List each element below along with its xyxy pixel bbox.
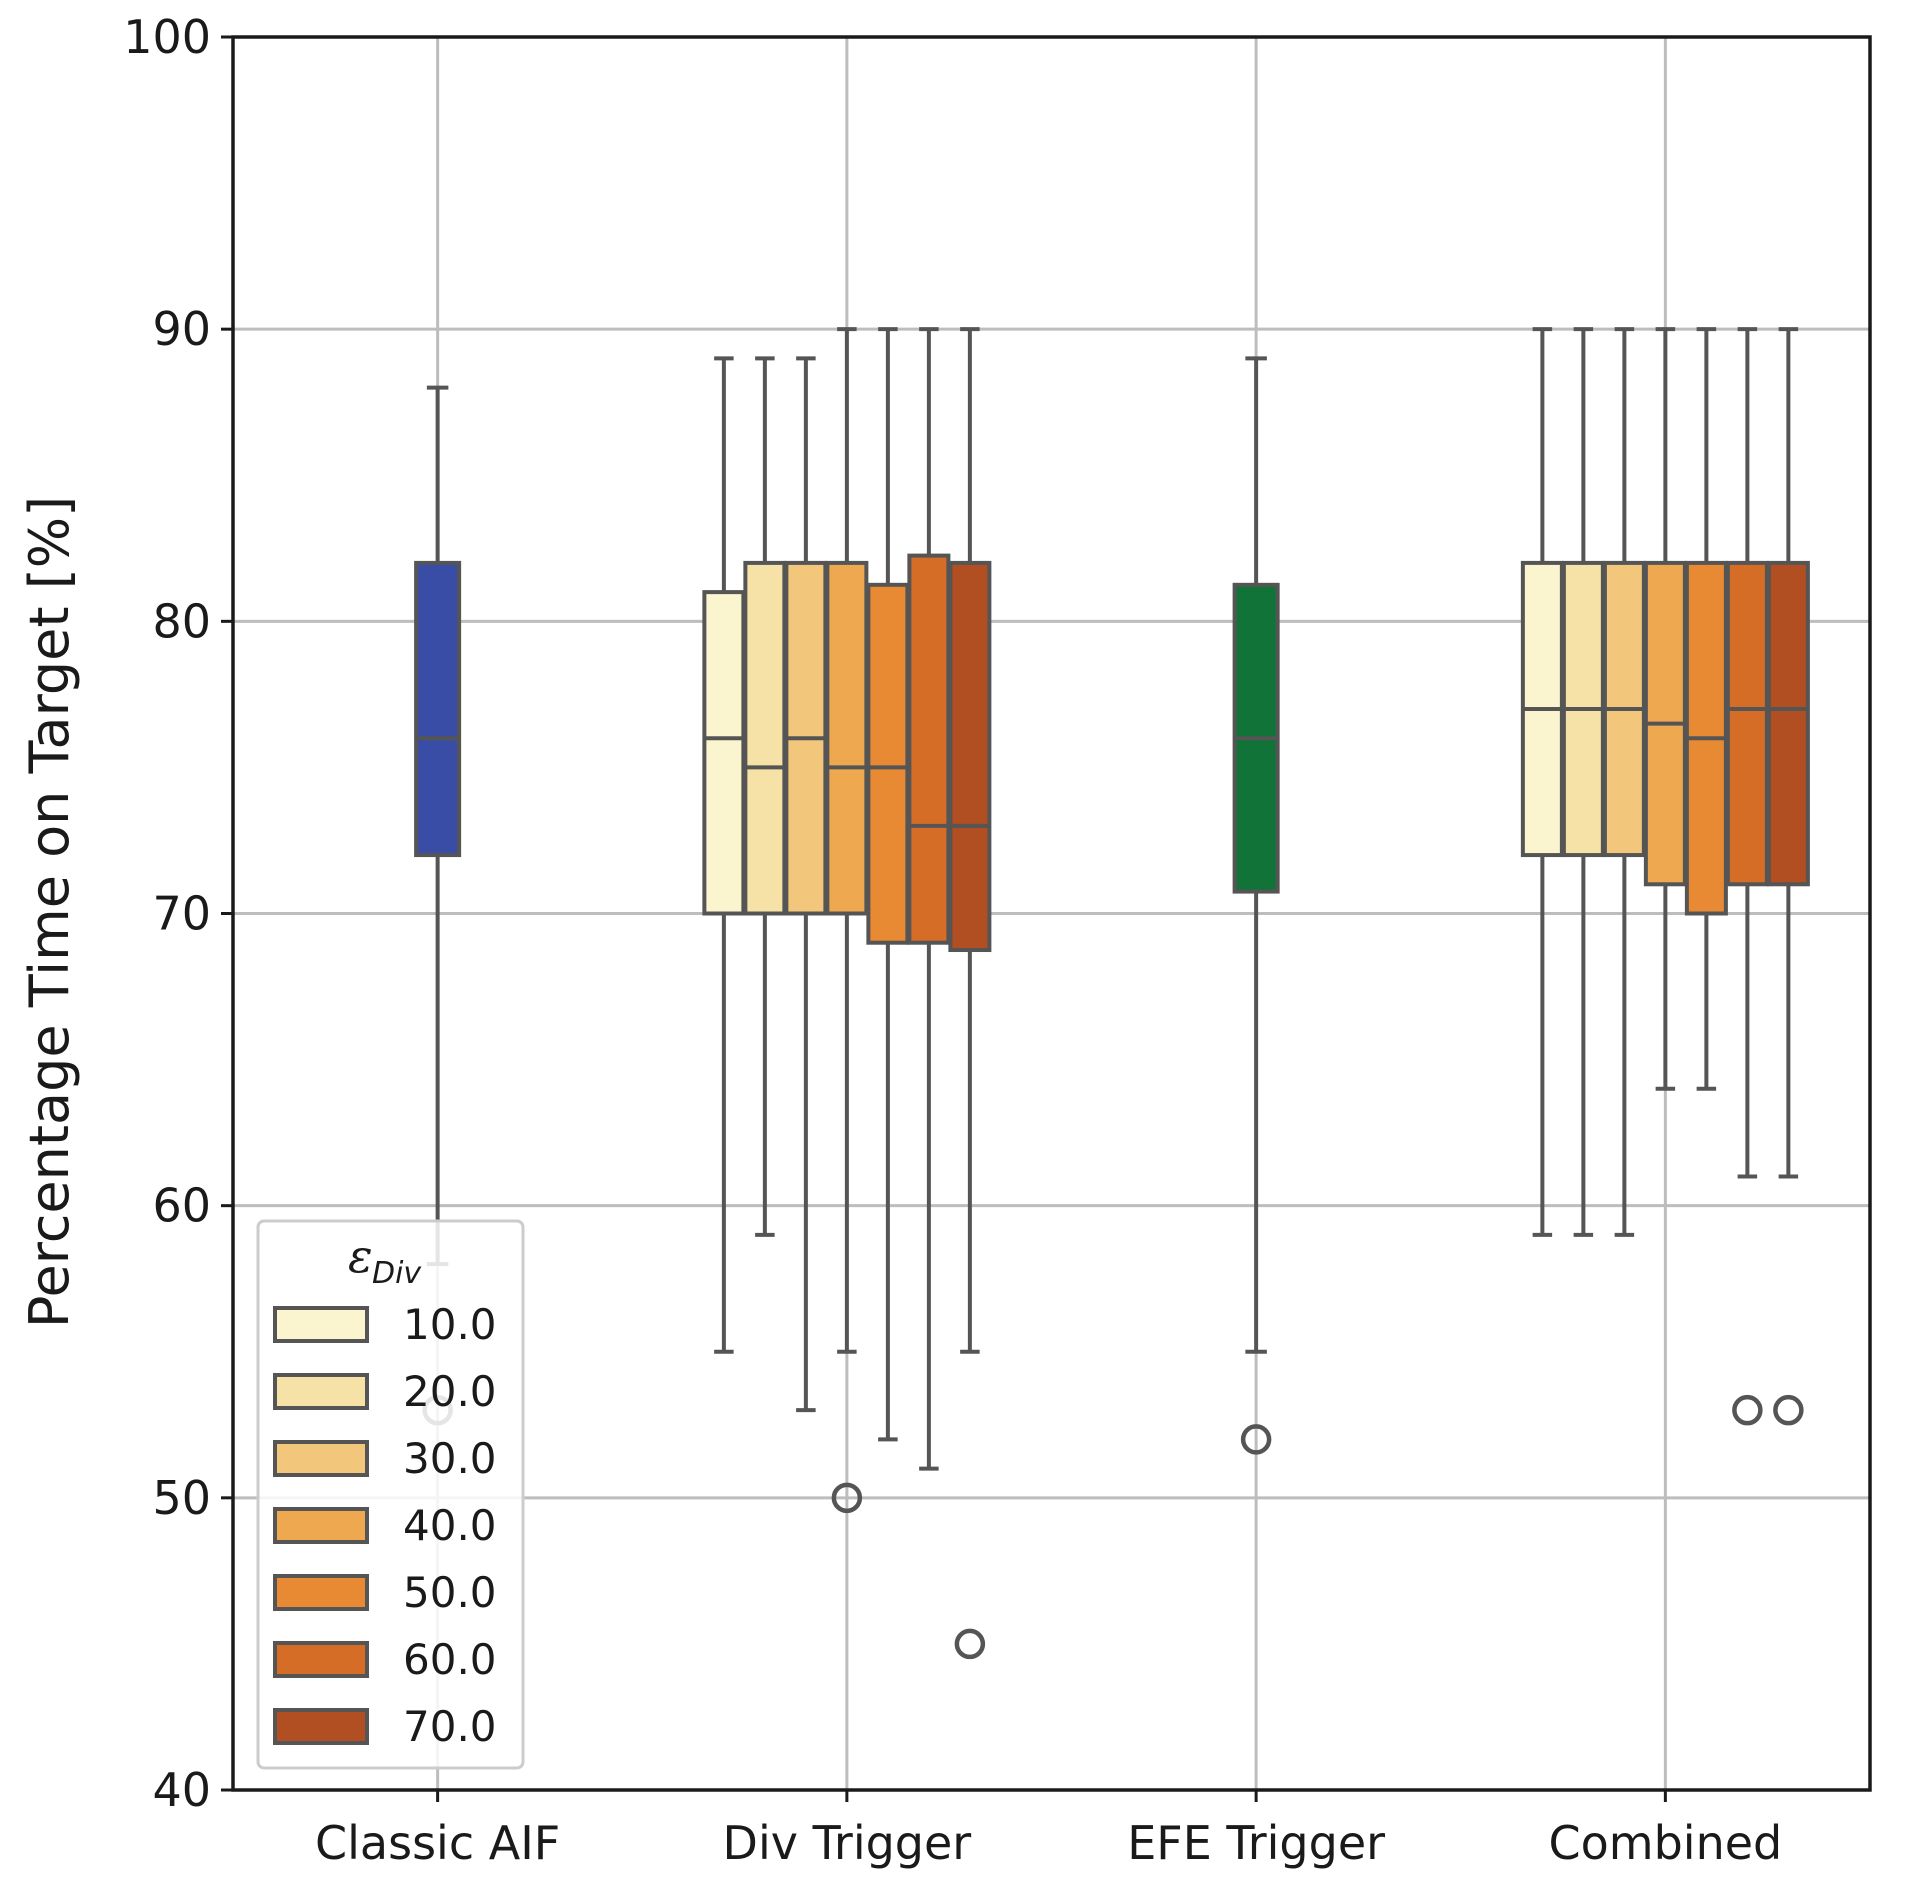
box [1766, 560, 1810, 887]
outlier-point [954, 1628, 986, 1660]
box [1725, 560, 1769, 887]
box [743, 560, 787, 916]
outlier-point [831, 1482, 863, 1514]
legend-frame [256, 1219, 525, 1770]
y-tick-label: 70 [152, 887, 211, 941]
legend-label: 10.0 [403, 1300, 497, 1349]
legend-swatch [273, 1574, 369, 1611]
legend-label: 30.0 [403, 1434, 497, 1483]
box [414, 560, 462, 858]
box [907, 553, 951, 945]
legend-title-subscript: Div [372, 1256, 422, 1291]
legend-swatch [273, 1708, 369, 1745]
box [866, 582, 910, 945]
x-tick-label: Div Trigger [723, 1816, 972, 1870]
y-axis-title: Percentage Time on Target [%] [18, 496, 81, 1328]
box [702, 590, 746, 916]
x-tick-label: EFE Trigger [1127, 1816, 1385, 1870]
box [825, 560, 869, 916]
legend-label: 60.0 [403, 1635, 497, 1684]
x-tick-label: Classic AIF [315, 1816, 560, 1870]
legend-swatch [273, 1306, 369, 1343]
outlier-point [1773, 1394, 1804, 1426]
outlier-point [1732, 1394, 1763, 1426]
x-tick-label: Combined [1549, 1816, 1783, 1870]
y-tick-label: 40 [152, 1763, 211, 1817]
y-tick-label: 90 [152, 302, 211, 356]
legend: ε Div 10.0 20.0 30.0 40.0 50.0 60.0 70.0 [256, 1219, 525, 1770]
legend-label: 50.0 [403, 1568, 497, 1617]
legend-swatch [273, 1641, 369, 1678]
outlier-point [1240, 1424, 1272, 1455]
plot-area [414, 327, 1810, 1660]
legend-swatch [273, 1507, 369, 1544]
legend-label: 20.0 [403, 1367, 497, 1416]
legend-label: 40.0 [403, 1501, 497, 1550]
box [948, 560, 992, 953]
axes: 40 50 60 70 80 90 100 Classic AIF Div Trigger EFE… [123, 10, 1872, 1870]
legend-swatch [273, 1373, 369, 1410]
legend-label: 70.0 [403, 1702, 497, 1751]
legend-title: ε [348, 1229, 373, 1283]
y-tick-label: 60 [152, 1179, 211, 1233]
y-tick-label: 80 [152, 594, 211, 648]
y-tick-label: 100 [123, 10, 211, 64]
y-tick-label: 50 [152, 1471, 211, 1525]
legend-swatch [273, 1440, 369, 1477]
